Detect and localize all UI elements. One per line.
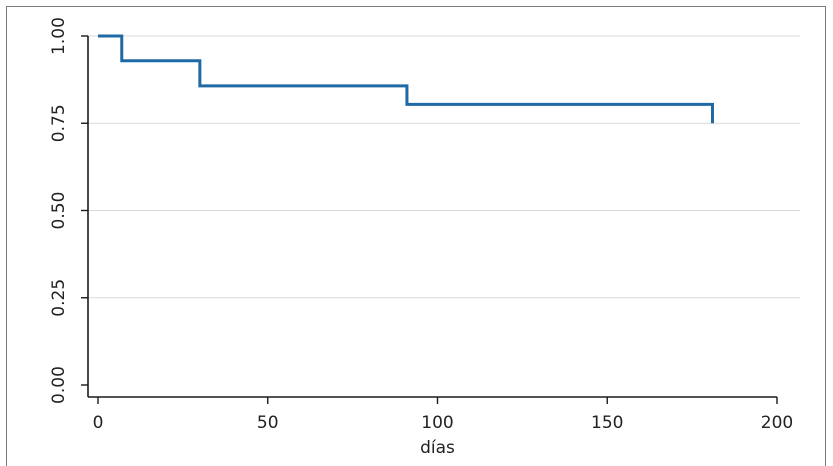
x-tick-label-2: 100 <box>421 413 453 433</box>
y-tick-label-1: 0.25 <box>49 279 69 317</box>
x-tick-label-3: 150 <box>591 413 623 433</box>
grid-lines <box>88 35 800 299</box>
y-tick-label-2: 0.50 <box>49 192 69 230</box>
y-tick-label-3: 0.75 <box>49 104 69 142</box>
survival-step-line-0 <box>98 34 714 124</box>
tick-marks <box>81 35 778 404</box>
y-tick-label-4: 1.00 <box>49 17 69 55</box>
tick-labels: 0.00 0.25 0.50 0.75 1.00 0 50 100 150 200 <box>49 17 793 433</box>
chart-frame <box>6 6 826 466</box>
x-tick-label-0: 0 <box>93 413 104 433</box>
axes <box>87 36 777 398</box>
y-tick-label-0: 0.00 <box>49 366 69 404</box>
x-tick-label-4: 200 <box>761 413 793 433</box>
series <box>98 34 714 124</box>
x-tick-label-1: 50 <box>257 413 279 433</box>
x-axis-title: días <box>420 438 455 458</box>
